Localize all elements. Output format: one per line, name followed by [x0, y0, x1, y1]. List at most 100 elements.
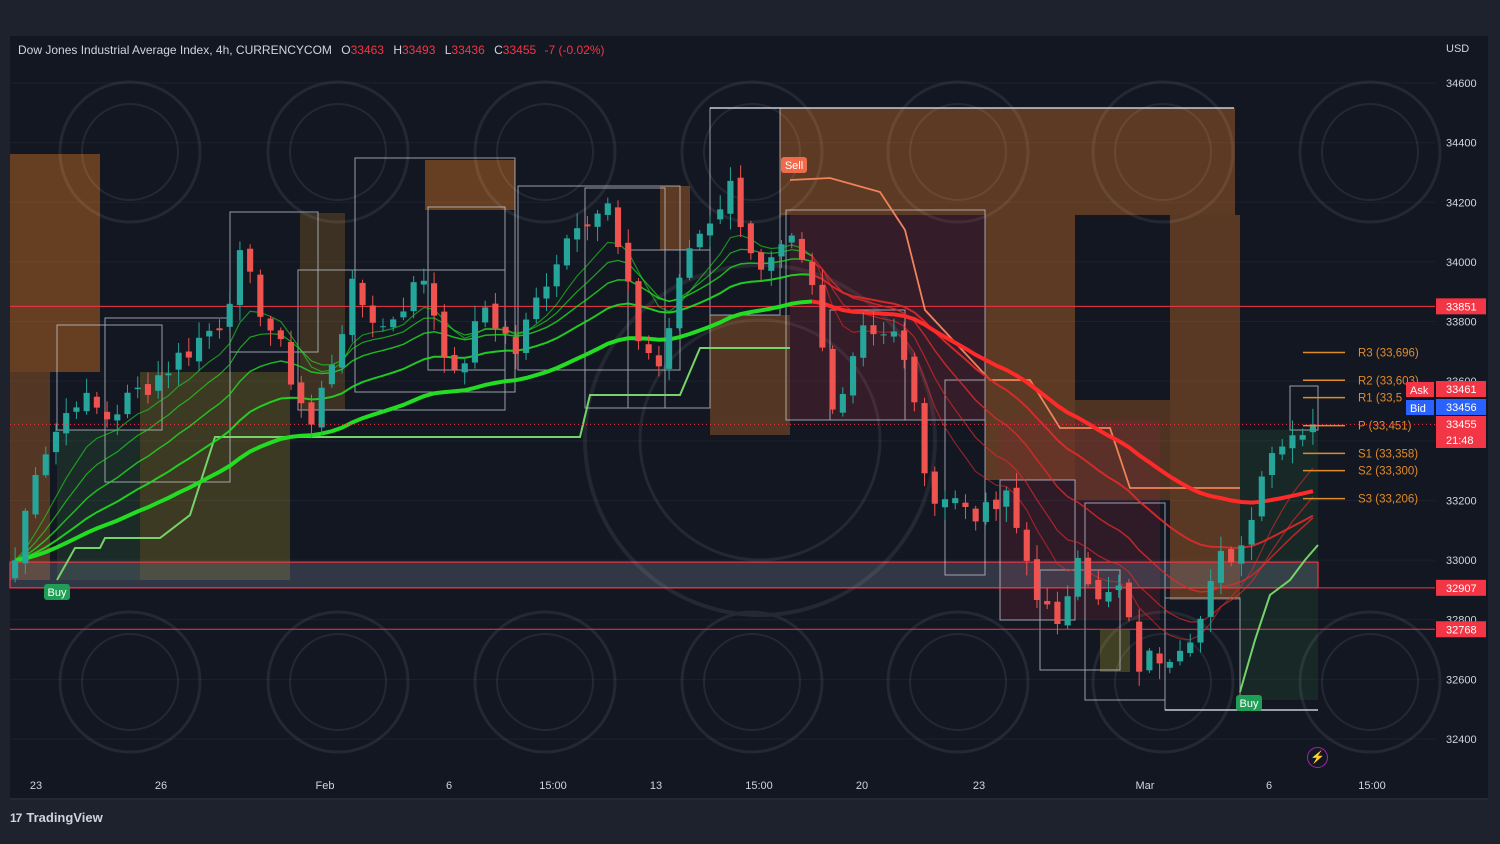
candle-body — [1279, 446, 1286, 455]
bid-label-bg — [1406, 400, 1434, 415]
buy-signal-2-bg — [1236, 695, 1262, 711]
ask-label-bg — [1406, 382, 1434, 397]
candle-body — [727, 180, 734, 214]
range-box — [627, 249, 711, 409]
candle-body — [471, 321, 479, 363]
pivot-label: R3 (33,696) — [1358, 348, 1419, 360]
support-price-tag-1-bg — [1436, 579, 1486, 596]
candle-body — [12, 560, 19, 579]
bid-price-tag: 33456 — [1436, 399, 1486, 415]
time-tick-label: 13 — [650, 780, 662, 792]
trend-zone — [10, 154, 100, 372]
close-value: 33455 — [502, 43, 537, 57]
watermark-circle — [1091, 610, 1235, 754]
candle-body — [870, 325, 877, 335]
candle-body — [1197, 618, 1204, 643]
watermark-circle — [680, 610, 824, 754]
candle-body — [972, 508, 979, 522]
candle-body — [543, 286, 550, 299]
candle-body — [921, 403, 928, 474]
candle-body — [829, 348, 836, 410]
trend-zone — [985, 215, 1075, 480]
last-price-tag: 33455 — [1436, 416, 1486, 432]
trend-zone — [425, 160, 515, 210]
watermark-circle — [496, 633, 594, 731]
trend-zone — [300, 213, 345, 410]
currency-label[interactable]: USD — [1446, 43, 1470, 55]
candle-body — [1268, 453, 1276, 475]
candle-body — [686, 248, 693, 278]
watermark-circle — [1321, 633, 1419, 731]
candle-body — [1187, 642, 1194, 654]
brand-name: TradingView — [26, 810, 103, 825]
candle-body — [359, 282, 366, 306]
watermark-circle — [909, 633, 1007, 731]
time-tick-label: 26 — [155, 780, 167, 792]
bid-price-tag-text: 33456 — [1446, 402, 1477, 414]
time-axis: 23 26 Feb 6 15:00 13 15:00 20 23 Mar 6 15:00 — [30, 780, 1386, 792]
candle-body — [451, 354, 458, 370]
low-key: L — [444, 43, 452, 57]
candle-body — [339, 334, 346, 368]
candle-body — [441, 311, 448, 358]
candle-body — [482, 307, 489, 323]
change-value: -7 (-0.02%) — [544, 43, 605, 57]
candle-body — [431, 283, 438, 316]
watermark-circle — [266, 610, 410, 754]
watermark-circle — [703, 103, 801, 201]
time-tick-label: 15:00 — [1358, 780, 1386, 792]
price-tick-label: 33000 — [1446, 555, 1477, 567]
watermark-circle — [680, 80, 824, 224]
candle-body — [1085, 557, 1092, 585]
candle-body — [83, 392, 90, 412]
candle-body — [1228, 549, 1235, 563]
price-tick-label: 33800 — [1446, 317, 1477, 329]
high-value: 33493 — [402, 43, 436, 57]
candle-body — [952, 498, 959, 504]
candle-body — [185, 351, 192, 358]
candle-body — [400, 311, 407, 318]
candle-body — [635, 281, 642, 342]
candle-body — [298, 382, 305, 404]
symbol-title: Dow Jones Industrial Average Index, 4h, … — [18, 43, 332, 57]
candle-body — [52, 431, 60, 453]
candle-body — [533, 297, 540, 320]
candle-body — [880, 334, 887, 336]
candle-body — [614, 207, 622, 248]
candle-body — [1044, 601, 1051, 605]
trend-zone — [10, 372, 50, 580]
candle-body — [134, 387, 141, 390]
candle-body — [655, 355, 662, 367]
range-box — [56, 324, 163, 431]
bid-label: Bid — [1410, 403, 1426, 415]
tradingview-logo[interactable]: 17 TradingView — [10, 810, 103, 825]
candle-body — [1309, 424, 1316, 433]
price-tick-label: 34400 — [1446, 138, 1477, 150]
trend-zone — [710, 315, 790, 435]
candle-body — [1074, 557, 1081, 597]
lightning-icon[interactable]: ⚡ — [1307, 747, 1328, 768]
candle-body — [277, 330, 284, 340]
candle-body — [1166, 661, 1173, 668]
candle-body — [706, 223, 714, 236]
resistance-price-tag-text: 33851 — [1446, 301, 1477, 313]
candle-body — [625, 242, 632, 282]
candle-body — [328, 364, 335, 385]
candle-body — [1095, 579, 1102, 600]
candle-body — [860, 325, 867, 358]
candle-body — [114, 414, 121, 421]
candle-body — [216, 328, 223, 331]
trend-zone — [1240, 430, 1318, 700]
countdown-tag: 21:48 — [1436, 432, 1486, 448]
candle-body — [768, 257, 775, 271]
candles — [12, 165, 1316, 686]
candle-body — [553, 264, 560, 287]
candle-body — [267, 318, 274, 331]
trend-zone — [1075, 400, 1170, 500]
watermark-circle — [703, 633, 801, 731]
ema-red-line — [811, 260, 1314, 593]
ask-price-tag-bg — [1436, 381, 1486, 397]
watermark-circle — [886, 610, 1030, 754]
candle-body — [1003, 490, 1010, 507]
